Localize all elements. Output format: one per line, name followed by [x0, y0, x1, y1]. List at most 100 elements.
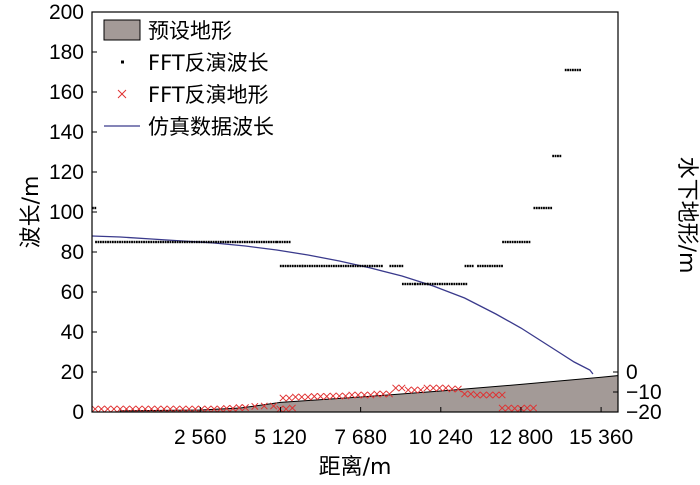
fft-terrain-point-stroke — [179, 405, 187, 413]
fft-wavelength-point — [239, 240, 241, 244]
fft-wavelength-point — [99, 240, 102, 244]
fft-terrain-point — [323, 392, 331, 400]
fft-wavelength-point — [414, 282, 417, 286]
fft-terrain-point — [492, 391, 500, 399]
fft-wavelength-point — [502, 240, 504, 244]
fft-terrain-point-stroke — [147, 405, 156, 413]
fft-wavelength-point — [434, 282, 437, 286]
fft-terrain-point-stroke — [172, 405, 181, 413]
fft-terrain-point-stroke — [122, 405, 130, 413]
fft-terrain-point — [216, 405, 224, 413]
fft-wavelength-point — [446, 282, 449, 286]
fft-terrain-point — [467, 390, 475, 398]
fft-terrain-point — [392, 384, 400, 392]
fft-terrain-point — [223, 404, 231, 412]
fft-wavelength-point — [174, 240, 177, 244]
y-tick-label: 40 — [61, 321, 84, 344]
fft-wavelength-point — [145, 240, 148, 244]
fft-terrain-point — [435, 384, 444, 392]
fft-wavelength-point — [133, 240, 136, 244]
fft-terrain-point-stroke — [276, 405, 284, 413]
fft-terrain-point — [185, 405, 193, 413]
x-tick-label: 5 120 — [254, 426, 307, 449]
fft-terrain-point-stroke — [104, 405, 112, 413]
fft-wavelength-point — [352, 264, 354, 268]
fft-terrain-point-stroke — [448, 385, 456, 393]
fft-wavelength-point — [463, 282, 465, 286]
fft-wavelength-point — [107, 240, 109, 244]
fft-terrain-point — [498, 404, 506, 412]
fft-wavelength-point — [455, 282, 458, 286]
fft-terrain-point-stroke — [210, 405, 218, 413]
fft-wavelength-point — [516, 240, 519, 244]
x-tick-label: 2 560 — [174, 426, 227, 449]
fft-terrain-point — [317, 392, 325, 400]
fft-terrain-point — [523, 404, 531, 412]
fft-wavelength-point — [460, 282, 463, 286]
fft-wavelength-point — [207, 240, 210, 244]
fft-terrain-point-stroke — [291, 393, 300, 401]
fft-wavelength-point — [479, 264, 482, 268]
fft-wavelength-point — [550, 206, 553, 210]
fft-terrain-point — [442, 384, 450, 392]
fft-wavelength-point — [157, 240, 160, 244]
fft-terrain-point — [479, 391, 487, 399]
y-tick-label: 80 — [61, 241, 84, 264]
fft-wavelength-point — [286, 240, 289, 244]
fft-terrain-point-stroke — [385, 390, 393, 398]
fft-terrain-point-stroke — [323, 392, 331, 400]
fft-terrain-point — [91, 405, 99, 413]
y-tick-label: 100 — [49, 201, 84, 224]
y2-tick-label: −10 — [626, 381, 662, 404]
fft-terrain-point — [429, 384, 437, 392]
y-tick-label: 120 — [49, 161, 84, 184]
fft-terrain-point — [276, 405, 284, 413]
fft-terrain-point-stroke — [282, 405, 290, 413]
fft-wavelength-point — [126, 240, 129, 244]
fft-wavelength-point — [162, 240, 165, 244]
fft-terrain-point-stroke — [454, 385, 462, 393]
fft-wavelength-point — [559, 154, 562, 158]
fft-terrain-point — [529, 404, 538, 412]
fft-terrain-point-stroke — [467, 390, 475, 398]
fft-wavelength-point — [308, 264, 311, 268]
fft-terrain-point-stroke — [135, 405, 143, 413]
fft-wavelength-point — [191, 240, 193, 244]
fft-wavelength-point — [188, 240, 191, 244]
fft-wavelength-point — [217, 240, 220, 244]
fft-terrain-point — [367, 391, 375, 399]
fft-wavelength-point — [215, 240, 217, 244]
fft-terrain-point-stroke — [298, 393, 306, 401]
fft-terrain-point-stroke — [410, 386, 419, 394]
fft-wavelength-point — [279, 264, 282, 268]
fft-terrain-point-stroke — [141, 405, 149, 413]
fft-terrain-point-stroke — [154, 405, 162, 413]
fft-terrain-point-stroke — [279, 394, 287, 402]
fft-wavelength-point — [121, 240, 124, 244]
fft-wavelength-point — [294, 264, 297, 268]
fft-wavelength-point — [528, 240, 531, 244]
fft-wavelength-point — [243, 240, 246, 244]
fft-wavelength-point — [421, 282, 424, 286]
fft-terrain-point-stroke — [285, 394, 293, 402]
y-tick-label: 60 — [61, 281, 84, 304]
fft-wavelength-point — [335, 264, 338, 268]
fft-wavelength-point — [114, 240, 117, 244]
fft-wavelength-point — [376, 264, 378, 268]
fft-wavelength-point — [344, 264, 347, 268]
fft-wavelength-point — [481, 264, 484, 268]
fft-wavelength-point — [147, 240, 150, 244]
fft-terrain-point — [210, 405, 218, 413]
fft-terrain-point — [110, 405, 118, 413]
fft-wavelength-point — [123, 240, 126, 244]
fft-wavelength-point — [498, 264, 501, 268]
fft-wavelength-point — [547, 206, 550, 210]
fft-wavelength-point — [270, 240, 273, 244]
fft-wavelength-point — [443, 282, 446, 286]
fft-wavelength-point — [506, 240, 509, 244]
fft-wavelength-point — [477, 264, 479, 268]
fft-wavelength-point — [287, 264, 289, 268]
fft-terrain-point-stroke — [398, 384, 406, 392]
fft-terrain-point-stroke — [498, 391, 506, 399]
fft-wavelength-point — [128, 240, 131, 244]
